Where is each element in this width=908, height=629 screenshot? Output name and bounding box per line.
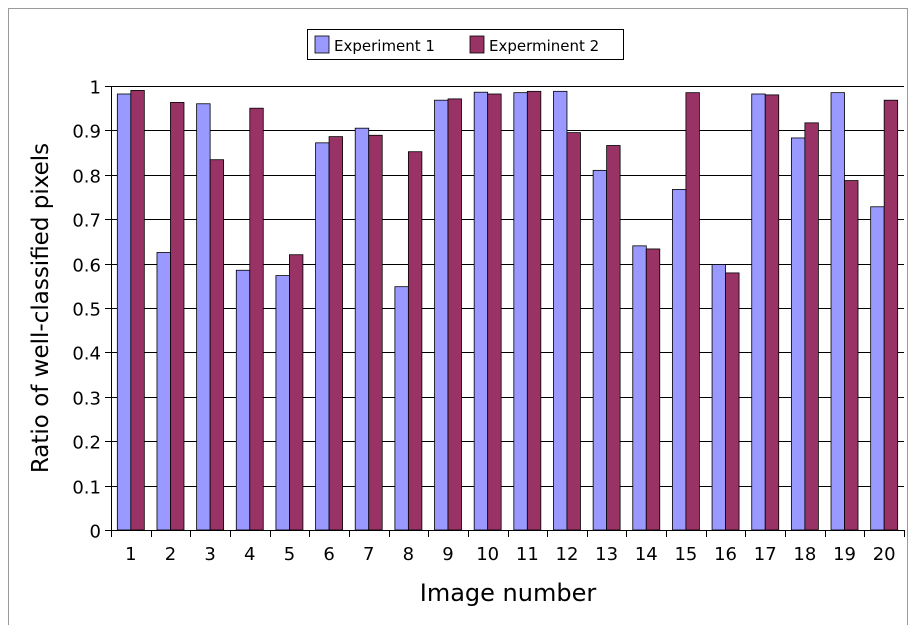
bar-series-1 [196,103,211,531]
bar-series-2 [804,122,819,531]
bar-series-2 [209,159,225,531]
bar-series-2 [606,145,621,531]
bar-series-1 [592,169,608,531]
bars [116,90,899,531]
bar-series-1 [513,92,528,531]
bar-series-2 [487,93,502,531]
x-tick-label: 3 [204,544,215,565]
tick-labels: 00.10.20.30.40.50.60.70.80.911 2 3 4 5 6 7 8 9 10… [72,78,895,566]
y-tick-label: 0.5 [72,300,101,321]
bar-series-1 [235,269,251,531]
bar-series-1 [354,127,370,531]
x-tick-label: 16 [714,544,737,565]
x-tick-label: 1 [125,544,136,565]
bar-series-2 [645,248,661,531]
x-tick-label: 8 [403,544,414,565]
x-tick-label: 19 [833,544,856,565]
y-tick-label: 0.7 [72,211,101,232]
y-tick-label: 0.8 [72,167,101,188]
y-tick-label: 0.3 [72,389,101,410]
bar-series-2 [566,132,581,531]
y-tick-label: 0.4 [72,344,101,365]
y-tick-label: 0.9 [72,122,101,143]
bar-series-2 [725,272,740,531]
bar-series-2 [883,99,899,531]
y-tick-label: 0.2 [72,433,101,454]
bar-series-2 [289,254,304,531]
bar-series-1 [553,90,568,531]
bar-series-2 [170,102,185,531]
legend-swatch-1 [314,35,330,54]
x-tick-label: 4 [244,544,255,565]
grid [111,86,904,531]
bar-series-2 [407,151,423,531]
y-tick-label: 0.6 [72,256,101,277]
bar-series-1 [632,245,647,531]
bar-series-2 [249,107,264,531]
y-tick-label: 0 [90,522,101,543]
legend-label-1: Experiment 1 [334,37,435,55]
bar-series-1 [116,93,132,531]
bar-series-2 [685,92,700,531]
x-tick-label: 9 [442,544,453,565]
y-tick-label: 0.1 [72,478,101,499]
bar-series-1 [751,93,766,531]
bar-series-1 [711,264,726,531]
bar-series-2 [130,90,145,531]
x-tick-label: 10 [476,544,499,565]
bar-series-1 [870,206,885,531]
x-tick-label: 20 [873,544,896,565]
x-tick-label: 15 [674,544,697,565]
bar-series-1 [275,275,290,531]
bar-series-2 [526,90,542,531]
bar-series-2 [368,134,383,531]
x-tick-label: 7 [363,544,374,565]
bar-series-1 [473,91,489,531]
bar-series-2 [764,94,780,531]
y-axis-label: Ratio of well-classified pixels [28,143,54,473]
x-axis-label: Image number [420,579,597,607]
x-tick-label: 14 [635,544,658,565]
x-tick-label: 17 [754,544,777,565]
bar-series-2 [447,98,462,531]
x-tick-label: 13 [595,544,618,565]
x-tick-label: 5 [284,544,295,565]
legend-label-2: Experminent 2 [489,37,599,55]
bar-series-1 [156,252,171,531]
bar-series-1 [434,99,449,531]
legend-box [307,29,624,60]
x-tick-label: 12 [556,544,579,565]
bar-series-1 [672,189,687,531]
axes [105,86,905,537]
bar-series-2 [328,136,343,531]
bar-series-1 [315,142,330,531]
bar-series-2 [844,180,859,531]
x-tick-label: 2 [165,544,176,565]
x-tick-label: 18 [793,544,816,565]
bar-series-1 [830,92,845,531]
bar-series-1 [394,286,409,531]
x-tick-label: 11 [516,544,539,565]
legend-swatch-2 [469,35,485,54]
bar-series-1 [790,137,806,531]
legend: Experiment 1 Experminent 2 [307,29,624,60]
y-tick-label: 1 [90,78,101,99]
x-tick-label: 6 [323,544,334,565]
